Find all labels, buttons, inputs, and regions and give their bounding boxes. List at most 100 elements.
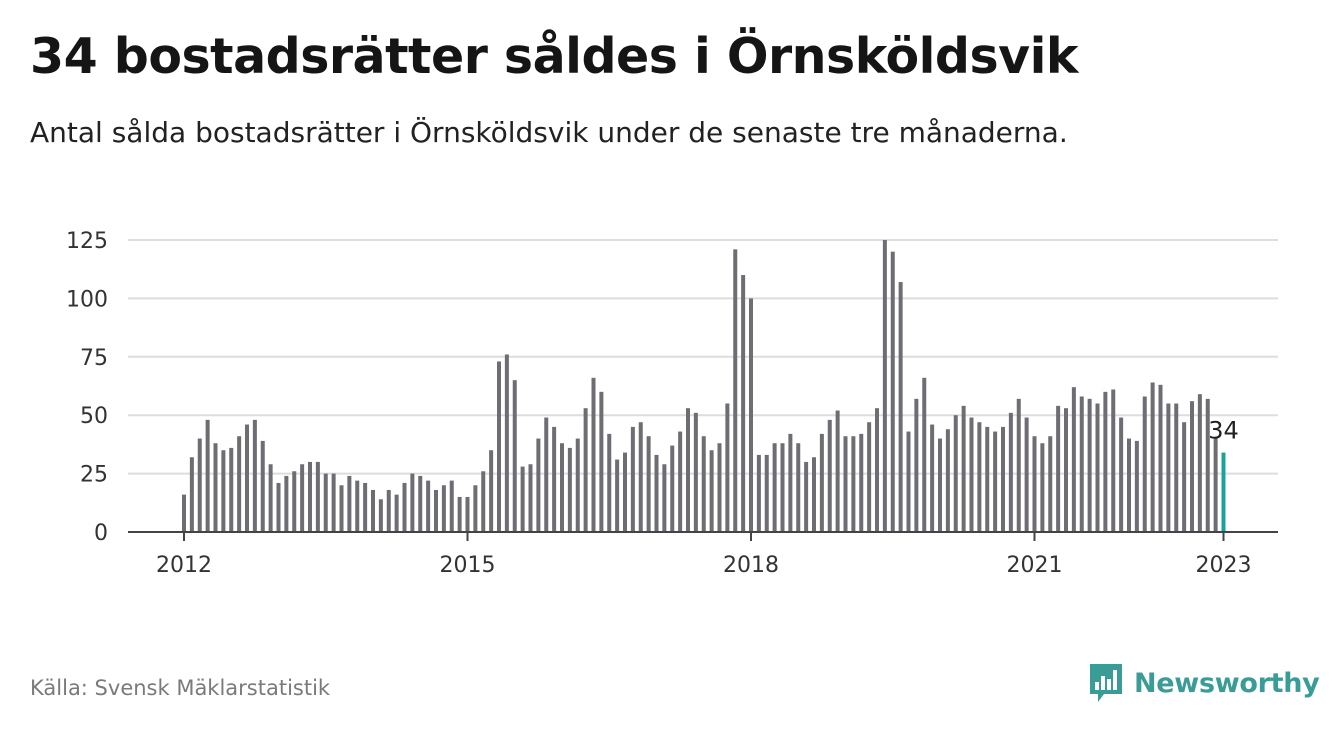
bar bbox=[906, 431, 911, 532]
bar bbox=[670, 445, 675, 532]
bar bbox=[552, 426, 557, 532]
bar bbox=[914, 398, 919, 532]
bar bbox=[882, 240, 887, 532]
bar bbox=[749, 298, 753, 532]
bar bbox=[1205, 398, 1210, 532]
bar bbox=[938, 438, 942, 532]
bar bbox=[772, 443, 777, 532]
bar bbox=[371, 489, 375, 532]
bar bbox=[1134, 440, 1139, 532]
bar bbox=[851, 436, 856, 532]
bar bbox=[1190, 401, 1194, 532]
highlight-value-label: 34 bbox=[1208, 417, 1239, 445]
bar bbox=[867, 422, 872, 532]
bar bbox=[237, 436, 242, 532]
bar bbox=[1166, 403, 1171, 532]
bar bbox=[686, 408, 690, 532]
bar bbox=[504, 354, 509, 532]
bar bbox=[252, 419, 257, 532]
bar bbox=[355, 480, 360, 532]
bar bbox=[977, 422, 982, 532]
bar bbox=[1213, 438, 1218, 532]
bar bbox=[615, 459, 620, 532]
bar bbox=[434, 489, 438, 532]
bar bbox=[646, 436, 651, 532]
bar bbox=[441, 485, 446, 532]
bar bbox=[1142, 396, 1147, 532]
bar bbox=[1150, 382, 1155, 532]
y-tick-label: 0 bbox=[94, 521, 108, 546]
bar bbox=[544, 417, 549, 532]
bar bbox=[528, 464, 533, 532]
bar bbox=[489, 450, 494, 532]
x-tick-label: 2018 bbox=[723, 553, 779, 578]
bar bbox=[678, 431, 683, 532]
bar bbox=[709, 450, 714, 532]
bar bbox=[536, 438, 541, 532]
bar bbox=[630, 426, 635, 532]
page-title: 34 bostadsrätter såldes i Örnsköldsvik bbox=[30, 28, 1079, 85]
source-note: Källa: Svensk Mäklarstatistik bbox=[30, 676, 331, 700]
bar bbox=[378, 499, 383, 532]
bar bbox=[819, 433, 824, 532]
bar bbox=[457, 496, 462, 532]
newsworthy-logo[interactable]: Newsworthy bbox=[1088, 660, 1320, 706]
bar bbox=[1119, 417, 1124, 532]
bar bbox=[1064, 408, 1068, 532]
bar bbox=[623, 452, 627, 532]
bar bbox=[1158, 384, 1163, 532]
bar bbox=[426, 480, 431, 532]
y-tick-label: 100 bbox=[66, 287, 108, 312]
bar bbox=[182, 494, 186, 532]
bar bbox=[662, 464, 667, 532]
bar bbox=[481, 471, 486, 532]
bar bbox=[512, 380, 517, 532]
bar bbox=[843, 436, 848, 532]
axes bbox=[128, 531, 1278, 541]
bar bbox=[898, 282, 903, 532]
bar bbox=[701, 436, 706, 532]
bar bbox=[756, 454, 761, 532]
y-tick-label: 50 bbox=[80, 404, 108, 429]
bar bbox=[725, 403, 730, 532]
bar-chart-speech-bubble-icon bbox=[1090, 664, 1122, 702]
bar bbox=[741, 275, 746, 532]
bar bbox=[1182, 422, 1187, 532]
bar bbox=[1071, 387, 1076, 532]
bar bbox=[1048, 436, 1053, 532]
bar bbox=[693, 412, 698, 532]
bar bbox=[599, 391, 604, 532]
y-tick-label: 125 bbox=[66, 229, 108, 254]
bar bbox=[245, 424, 249, 532]
y-tick-label: 75 bbox=[80, 346, 108, 371]
bar bbox=[205, 419, 210, 532]
bar bbox=[1024, 417, 1029, 532]
bar bbox=[347, 475, 352, 532]
bar bbox=[733, 249, 738, 532]
bar bbox=[945, 429, 950, 532]
page-subtitle: Antal sålda bostadsrätter i Örnsköldsvik… bbox=[30, 116, 1068, 149]
bar bbox=[339, 485, 344, 532]
bar bbox=[827, 419, 832, 532]
bar bbox=[465, 496, 470, 532]
x-tick-label: 2012 bbox=[156, 553, 212, 578]
bar bbox=[812, 457, 816, 532]
bar bbox=[1103, 391, 1108, 532]
bar bbox=[363, 482, 368, 532]
bar bbox=[1111, 389, 1116, 532]
bar bbox=[276, 482, 281, 532]
bar bbox=[969, 417, 974, 532]
bar bbox=[788, 433, 793, 532]
bar bbox=[315, 461, 320, 532]
bar bbox=[449, 480, 454, 532]
bar-highlight bbox=[1221, 452, 1226, 532]
bars bbox=[182, 240, 1226, 532]
bar bbox=[780, 443, 785, 532]
bar bbox=[993, 431, 998, 532]
bar bbox=[890, 251, 895, 532]
bar bbox=[961, 405, 966, 532]
bar bbox=[560, 443, 564, 532]
bar bbox=[859, 433, 864, 532]
bar bbox=[953, 415, 958, 532]
